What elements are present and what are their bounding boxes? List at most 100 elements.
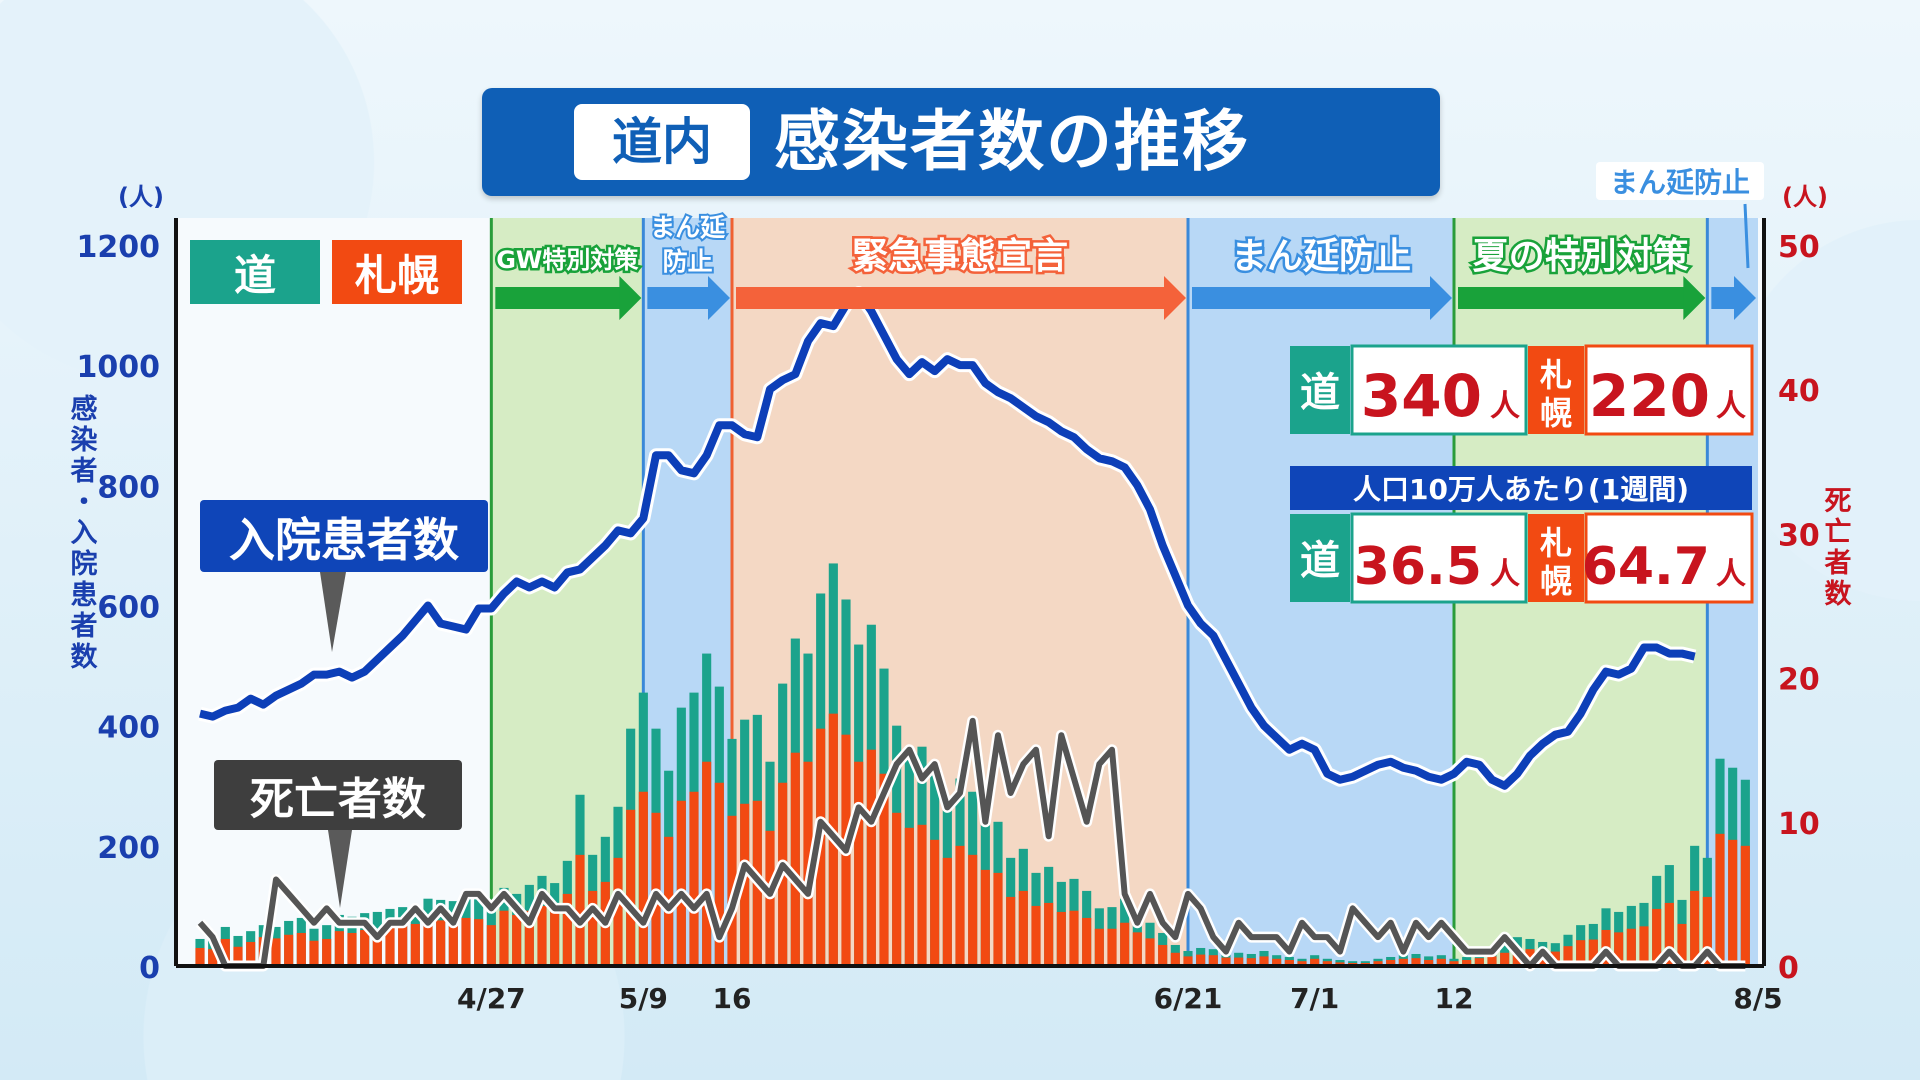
sapporo-bar bbox=[1449, 961, 1459, 966]
right-axis-title-char: 亡 bbox=[1825, 517, 1852, 548]
sapporo-bar bbox=[1500, 952, 1510, 966]
stat-do-label: 道 bbox=[1300, 538, 1340, 584]
left-axis-title-char: 染 bbox=[71, 425, 98, 456]
sapporo-bar bbox=[1246, 958, 1256, 966]
left-axis-title-char: 数 bbox=[71, 642, 99, 673]
stat-do-value-box bbox=[1350, 344, 1528, 436]
sapporo-bar bbox=[271, 938, 281, 966]
title-badge: 道内 bbox=[574, 104, 750, 180]
period-arrow-shaft bbox=[1458, 287, 1686, 309]
period-arrow-shaft bbox=[647, 287, 710, 309]
sapporo-bar bbox=[1690, 890, 1700, 966]
stat-do-value: 36.5 bbox=[1354, 537, 1482, 597]
sapporo-bar bbox=[1728, 839, 1738, 966]
sapporo-bar bbox=[917, 824, 927, 966]
deaths-line bbox=[197, 717, 1746, 969]
stat-sapporo-value: 220 bbox=[1589, 362, 1710, 430]
period-label: 緊急事態宣言 bbox=[852, 236, 1068, 277]
period-arrow-shaft bbox=[736, 287, 1166, 309]
sapporo-bar bbox=[296, 932, 306, 966]
sapporo-bar bbox=[1120, 922, 1130, 966]
sapporo-bar bbox=[524, 910, 534, 966]
sapporo-bar bbox=[1525, 949, 1535, 966]
sapporo-bar bbox=[714, 782, 724, 966]
sapporo-bar bbox=[930, 839, 940, 966]
period-arrow-head bbox=[619, 276, 642, 320]
sapporo-bar bbox=[1462, 959, 1472, 966]
legend-do-label: 道 bbox=[234, 251, 276, 300]
sapporo-bar bbox=[993, 872, 1003, 966]
period-label: まん延 bbox=[650, 213, 726, 242]
sapporo-bar bbox=[372, 928, 382, 966]
right-unit: (人) bbox=[1782, 183, 1828, 211]
sapporo-bar bbox=[461, 917, 471, 966]
left-tick-label: 1200 bbox=[77, 230, 161, 265]
sapporo-bar bbox=[1614, 932, 1624, 966]
sapporo-bar bbox=[1284, 959, 1294, 966]
stat-do-tag bbox=[1290, 514, 1350, 602]
stat-sapporo-value-box bbox=[1584, 512, 1754, 604]
sapporo-bar bbox=[1386, 959, 1396, 966]
sapporo-bar bbox=[1069, 910, 1079, 966]
stat-sapporo-unit: 人 bbox=[1716, 557, 1746, 592]
stat-sapporo-label-char: 幌 bbox=[1540, 394, 1572, 432]
per100k-header-box bbox=[1290, 466, 1752, 510]
sapporo-bar bbox=[233, 946, 243, 966]
sapporo-bar bbox=[1082, 917, 1092, 966]
sapporo-bar bbox=[1487, 956, 1497, 966]
sapporo-bar bbox=[1158, 944, 1168, 966]
period-label-box bbox=[1596, 162, 1764, 200]
left-axis-title-char: 者 bbox=[71, 456, 98, 487]
period-arrow-shaft bbox=[495, 287, 622, 309]
sapporo-bar bbox=[1234, 957, 1244, 966]
period-label: まん延防止 bbox=[1231, 236, 1411, 277]
per100k-header: 人口10万人あたり(1週間) bbox=[1353, 473, 1689, 506]
period-label: 防止 bbox=[663, 247, 713, 276]
stat-do-unit: 人 bbox=[1490, 389, 1520, 424]
sapporo-bar bbox=[309, 940, 319, 966]
stat-do-tag bbox=[1290, 346, 1350, 434]
sapporo-bar bbox=[474, 919, 484, 966]
sapporo-bar bbox=[1652, 908, 1662, 966]
stat-sapporo-label-char: 札 bbox=[1540, 356, 1572, 394]
sapporo-bar bbox=[1272, 958, 1282, 966]
sapporo-bar bbox=[1715, 833, 1725, 966]
sapporo-bar bbox=[638, 791, 648, 966]
sapporo-bar bbox=[1677, 923, 1687, 966]
deaths-label-box bbox=[214, 760, 462, 830]
period-arrow-head bbox=[1734, 276, 1756, 320]
sapporo-bar bbox=[1170, 952, 1180, 966]
sapporo-bar bbox=[689, 791, 699, 966]
left-axis-title-char: 患 bbox=[71, 580, 98, 611]
sapporo-bar bbox=[1398, 958, 1408, 966]
sapporo-bar bbox=[1310, 958, 1320, 966]
sapporo-bar bbox=[512, 914, 522, 966]
sapporo-bar bbox=[499, 910, 509, 966]
stat-sapporo-label-char: 幌 bbox=[1540, 562, 1572, 600]
left-tick-label: 0 bbox=[139, 951, 160, 986]
sapporo-bar bbox=[537, 905, 547, 966]
stat-sapporo-value-box bbox=[1584, 344, 1754, 436]
right-axis-title-char: 者 bbox=[1825, 548, 1852, 579]
sapporo-bar bbox=[613, 857, 623, 966]
sapporo-bar bbox=[1373, 961, 1383, 966]
right-tick-label: 0 bbox=[1778, 951, 1799, 986]
sapporo-bar bbox=[740, 803, 750, 966]
sapporo-bar bbox=[1436, 958, 1446, 966]
left-axis-title-char: 院 bbox=[71, 548, 98, 580]
sapporo-bar bbox=[1196, 954, 1206, 966]
sapporo-bar bbox=[562, 893, 572, 966]
sapporo-bar bbox=[1132, 932, 1142, 966]
sapporo-bar bbox=[1044, 902, 1054, 966]
sapporo-bar bbox=[866, 749, 876, 966]
sapporo-bar bbox=[968, 854, 978, 966]
sapporo-bar bbox=[208, 949, 218, 966]
hospitalized-line bbox=[199, 289, 1696, 790]
hospitalized-label: 入院患者数 bbox=[229, 513, 459, 567]
legend-sapporo-box bbox=[332, 240, 462, 304]
period-arrow-shaft bbox=[1192, 287, 1432, 309]
hospitalized-label-box bbox=[200, 500, 488, 572]
left-tick-label: 400 bbox=[97, 711, 160, 746]
left-tick-label: 200 bbox=[97, 831, 160, 866]
period-label: GW特別対策 bbox=[496, 246, 639, 274]
